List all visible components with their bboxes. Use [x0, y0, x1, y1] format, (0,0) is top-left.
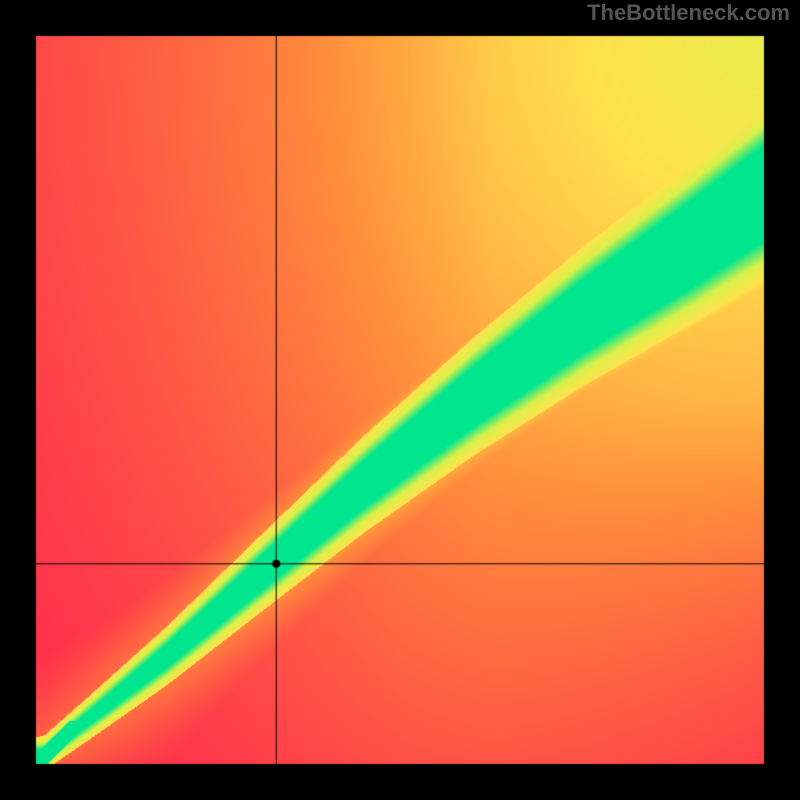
- chart-container: TheBottleneck.com: [0, 0, 800, 800]
- heatmap-canvas: [0, 0, 800, 800]
- watermark-text: TheBottleneck.com: [587, 0, 790, 26]
